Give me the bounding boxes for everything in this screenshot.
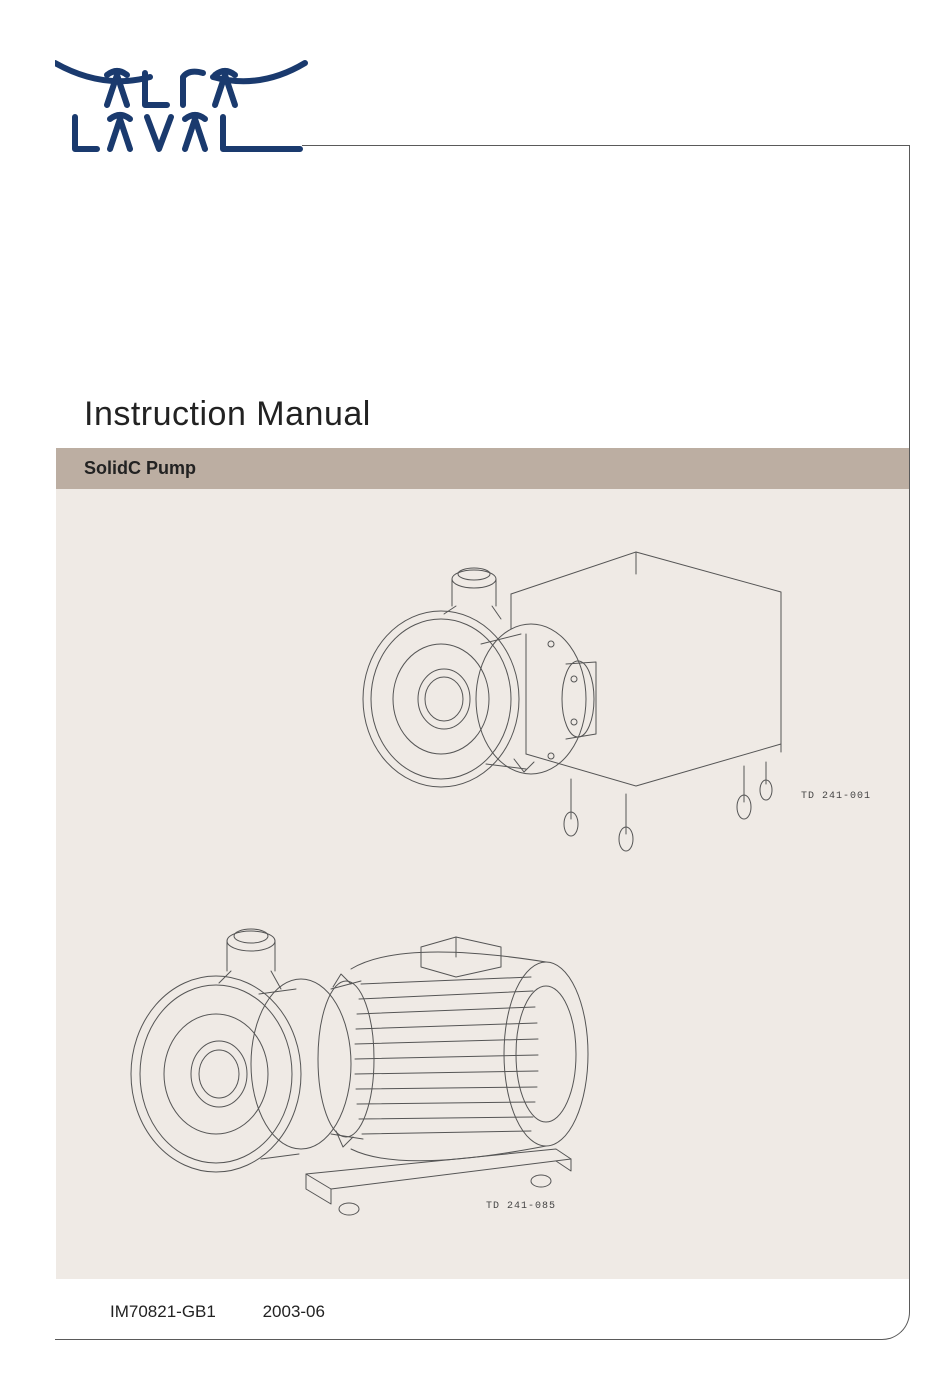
footer: IM70821-GB1 2003-06 (110, 1302, 325, 1322)
drawing-area: TD 241-001 (56, 489, 909, 1279)
document-subtitle: SolidC Pump (56, 448, 909, 489)
brand-logo (55, 55, 315, 165)
drawing-ref-2: TD 241-085 (486, 1201, 556, 1212)
doc-number: IM70821-GB1 (110, 1302, 216, 1321)
drawing-ref-1: TD 241-001 (801, 791, 871, 802)
pump-drawing-shrouded (326, 534, 816, 854)
pump-drawing-exposed-motor (101, 899, 631, 1239)
title-block: Instruction Manual SolidC Pump (56, 395, 909, 1279)
document-title: Instruction Manual (56, 395, 909, 448)
doc-date: 2003-06 (263, 1302, 325, 1321)
